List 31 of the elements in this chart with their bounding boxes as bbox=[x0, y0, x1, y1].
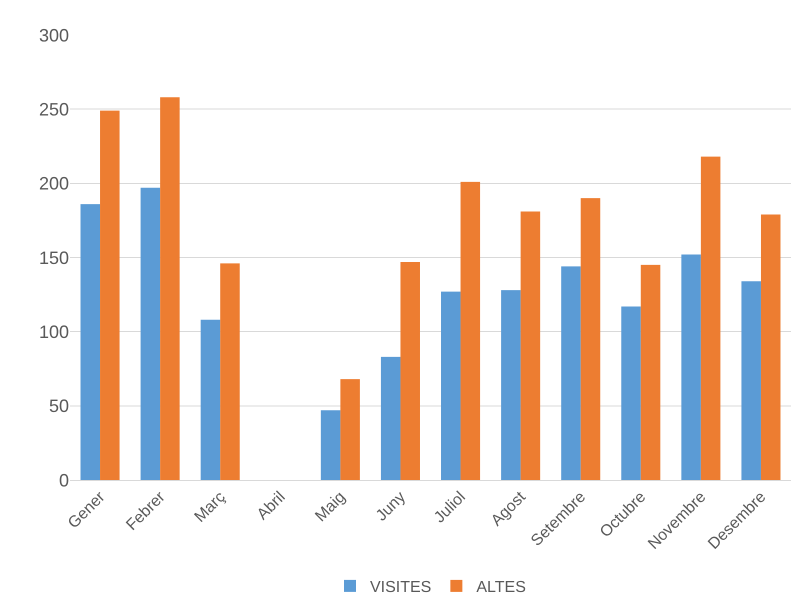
bar bbox=[100, 110, 120, 480]
y-tick-label: 250 bbox=[38, 99, 69, 120]
bar bbox=[160, 97, 180, 480]
y-tick-label: 0 bbox=[58, 470, 69, 490]
bar bbox=[520, 212, 540, 480]
bar bbox=[140, 188, 160, 480]
bar bbox=[580, 198, 600, 480]
bar bbox=[501, 290, 521, 480]
bar bbox=[80, 204, 100, 480]
bar bbox=[741, 281, 761, 480]
bar bbox=[220, 263, 240, 480]
legend-label: VISITES bbox=[370, 579, 432, 596]
bar bbox=[340, 379, 360, 480]
bar bbox=[700, 156, 720, 480]
y-tick-label: 200 bbox=[38, 174, 69, 194]
bar bbox=[681, 254, 701, 480]
y-tick-label: 300 bbox=[38, 25, 69, 46]
bar bbox=[400, 262, 420, 480]
bar bbox=[460, 182, 480, 480]
bar bbox=[441, 292, 461, 480]
bar bbox=[640, 264, 660, 480]
bar bbox=[561, 266, 581, 480]
bar bbox=[320, 410, 340, 480]
legend-label: ALTES bbox=[476, 579, 526, 596]
bar bbox=[760, 214, 780, 480]
y-tick-label: 100 bbox=[38, 322, 69, 342]
y-tick-label: 150 bbox=[38, 248, 69, 268]
bar bbox=[621, 306, 641, 480]
y-tick-label: 50 bbox=[48, 396, 69, 416]
bar bbox=[380, 356, 400, 480]
bar bbox=[200, 320, 220, 480]
